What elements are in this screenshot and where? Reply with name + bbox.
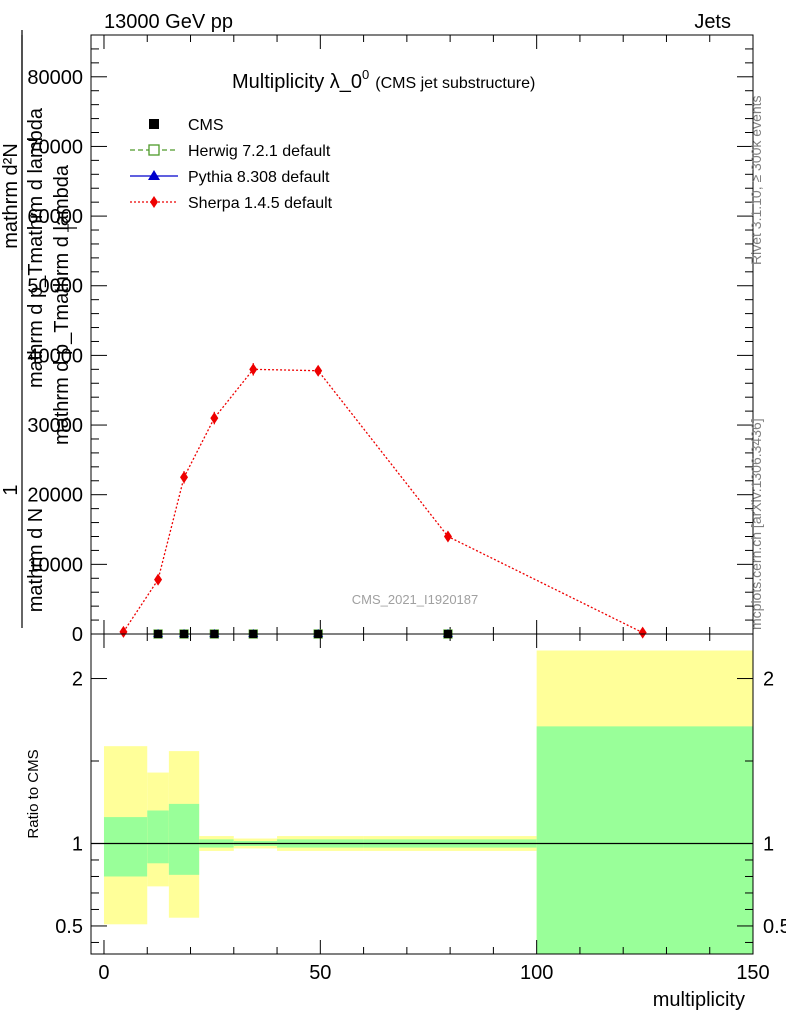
ratio-band-inner <box>103 817 148 877</box>
legend-marker-cms <box>149 119 159 129</box>
xlabel: multiplicity <box>653 989 745 1011</box>
legend-label-herwig: Herwig 7.2.1 default <box>188 143 331 160</box>
x-tick-label: 150 <box>736 962 769 984</box>
x-tick-label: 100 <box>520 962 553 984</box>
ratio-x-ticks: 0 50 100 150 <box>98 634 770 984</box>
ratio-panel: 0 50 100 150 0.5 0.5 1 1 2 2 Ratio to CMS multip… <box>25 633 786 1011</box>
ylabel-numer-2: mathrm d²N <box>0 143 22 249</box>
legend-marker-pythia <box>148 170 160 180</box>
sherpa-point <box>638 626 647 639</box>
x-tick-label: 0 <box>98 962 109 984</box>
ratio-y-ticks: 0.5 0.5 1 1 2 2 <box>55 669 786 943</box>
main-y-tick-label: 50000 <box>27 276 83 298</box>
ratio-frame <box>90 633 754 955</box>
sherpa-point <box>154 573 163 586</box>
main-panel: 0 10000 20000 30000 40000 50000 60000 70000 8000… <box>0 30 754 646</box>
main-ylabel: 1 mathrm d N mathrm d²N mathrm d p_Tmath… <box>0 30 80 628</box>
main-y-tick-label: 0 <box>72 624 83 646</box>
ratio-band-inner <box>147 810 169 864</box>
legend-label-cms: CMS <box>188 117 224 134</box>
sherpa-point <box>249 363 258 376</box>
ratio-band-inner <box>536 726 753 954</box>
main-y-tick-label: 30000 <box>27 415 83 437</box>
main-y-tick-label: 60000 <box>27 206 83 228</box>
sherpa-point <box>443 530 452 543</box>
watermark: CMS_2021_I1920187 <box>352 592 479 607</box>
sherpa-point <box>210 412 219 425</box>
legend: CMS Herwig 7.2.1 default Pythia 8.308 defa… <box>130 117 333 212</box>
ylabel-sub-T: T <box>64 223 80 232</box>
legend-marker-sherpa <box>150 196 158 208</box>
sherpa-point <box>180 471 189 484</box>
main-y-tick-label: 80000 <box>27 67 83 89</box>
sherpa-point <box>314 364 323 377</box>
sherpa-line <box>122 368 643 634</box>
chart-title-main: Multiplicity λ_0 <box>232 71 362 93</box>
ratio-ylabel: Ratio to CMS <box>25 749 42 838</box>
ratio-y-tick-label: 0.5 <box>55 916 83 938</box>
ylabel-denom-1: mathrm d N <box>25 508 47 612</box>
main-y-tick-label: 20000 <box>27 485 83 507</box>
ylabel-denom-2: mathrm d p_Tmathrm d lambda <box>25 107 47 388</box>
legend-label-pythia: Pythia 8.308 default <box>188 169 330 186</box>
x-tick-label: 50 <box>309 962 331 984</box>
mcplots-text: mcplots.cern.ch [arXiv:1306.3436] <box>748 418 764 630</box>
ratio-y-tick-label-right: 0.5 <box>763 916 786 938</box>
legend-marker-herwig <box>148 144 160 156</box>
main-y-tick-label: 10000 <box>27 554 83 576</box>
chart-title-sup: 0 <box>362 67 369 82</box>
sherpa-point <box>119 625 128 638</box>
legend-label-sherpa: Sherpa 1.4.5 default <box>188 195 333 212</box>
ratio-y-tick-label-right: 2 <box>763 669 774 691</box>
header-right: Jets <box>694 11 731 33</box>
rivet-version-text: Rivet 3.1.10, ≥ 300k events <box>748 95 764 265</box>
main-y-ticks: 0 10000 20000 30000 40000 50000 60000 70000 8000… <box>27 48 753 646</box>
chart-title-sub: (CMS jet substructure) <box>375 75 535 92</box>
ylabel-numer-1: 1 <box>0 484 22 495</box>
ratio-band-inner <box>168 803 200 875</box>
chart-title: Multiplicity λ_00 (CMS jet substructure) <box>232 67 535 93</box>
ratio-y-tick-label: 1 <box>72 833 83 855</box>
main-y-tick-label: 40000 <box>27 345 83 367</box>
ratio-bands <box>103 650 753 954</box>
ylabel-denom-3: mathrm d p_Tmathrm d lambda <box>51 164 73 445</box>
main-y-tick-label: 70000 <box>27 136 83 158</box>
ratio-y-tick-label-right: 1 <box>763 833 774 855</box>
header-left: 13000 GeV pp <box>104 11 233 33</box>
ratio-y-tick-label: 2 <box>72 669 83 691</box>
